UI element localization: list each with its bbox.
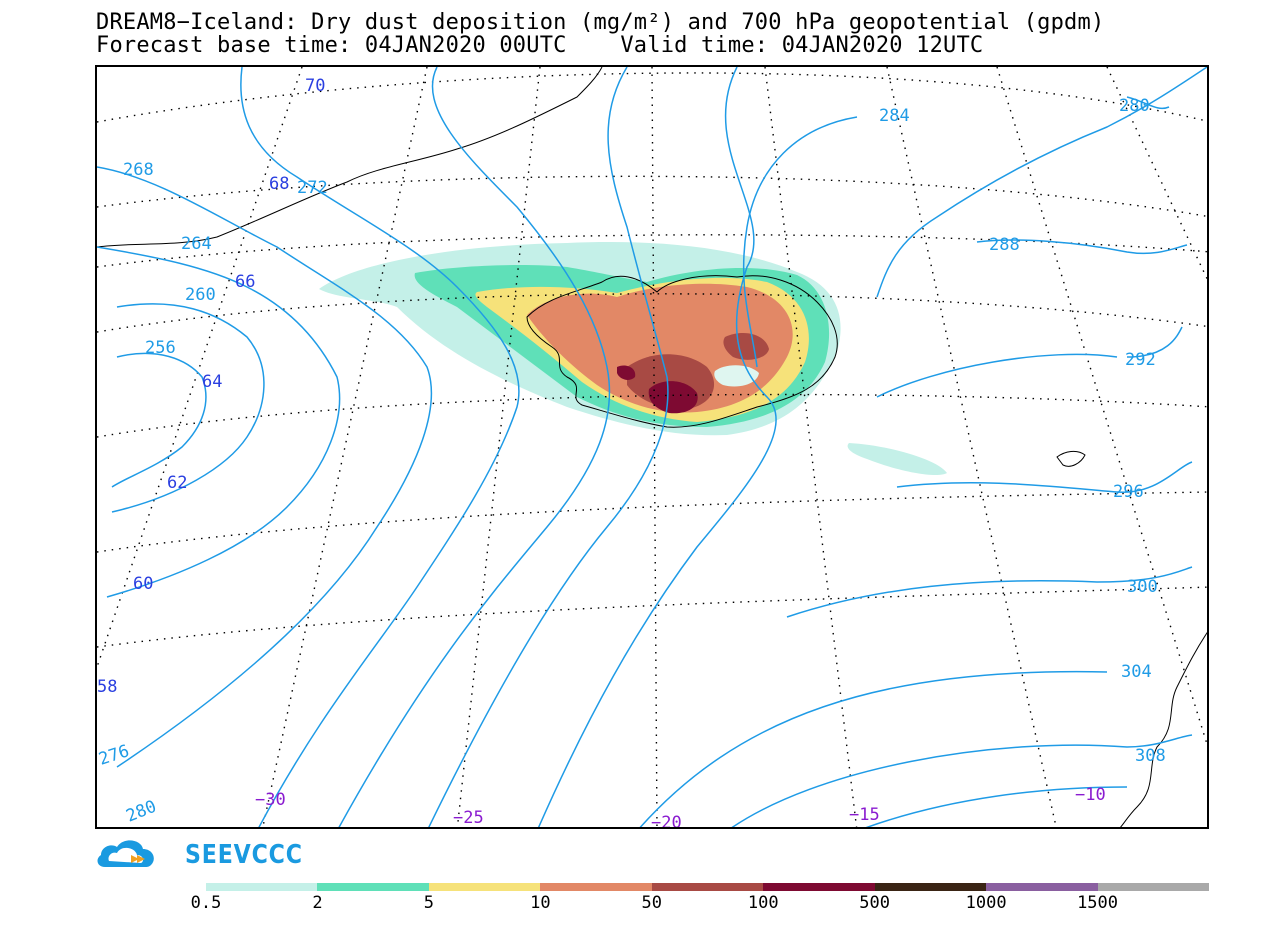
- lon-label: −20: [651, 813, 682, 829]
- contour-label: 256: [145, 338, 176, 358]
- seevccc-logo: [97, 840, 154, 867]
- coastlines: [97, 67, 1207, 827]
- dust-region-100: [648, 381, 698, 414]
- contour-label: 296: [1113, 482, 1144, 502]
- colorbar-swatch: [1097, 883, 1209, 891]
- colorbar: [206, 883, 1209, 891]
- colorbar-label: 1000: [965, 893, 1007, 913]
- lat-label: 68: [269, 174, 289, 194]
- lon-label: −10: [1075, 785, 1106, 805]
- norway-coast: [1120, 632, 1207, 827]
- map-title: DREAM8−Iceland: Dry dust deposition (mg/…: [96, 10, 1105, 35]
- contour-label: 288: [989, 235, 1020, 255]
- dust-deposition-shading: [319, 242, 947, 476]
- colorbar-swatch: [206, 883, 318, 891]
- contour-labels: 268 272 264 260 256 284 280 288 292 296 …: [97, 96, 1166, 827]
- lat-label: 70: [305, 76, 325, 96]
- contour-label: 264: [181, 234, 212, 254]
- contour-label: 304: [1121, 662, 1152, 682]
- dust-region-100b: [617, 365, 636, 380]
- colorbar-label: 100: [747, 893, 779, 913]
- dust-region-0.5-east: [847, 443, 947, 476]
- lat-label: 58: [97, 677, 117, 697]
- contour-label: 260: [185, 285, 216, 305]
- colorbar-swatch: [763, 883, 875, 891]
- forecast-map: 268 272 264 260 256 284 280 288 292 296 …: [95, 65, 1209, 829]
- contour-label: 308: [1135, 746, 1166, 766]
- logo-text: SEEVCCC: [185, 840, 303, 870]
- latitude-labels: 70 68 66 64 62 60 58: [97, 76, 325, 697]
- lat-label: 66: [235, 272, 255, 292]
- contour-label: 292: [1125, 350, 1156, 370]
- contour-label: 284: [879, 106, 910, 126]
- contour-label: 280: [1119, 96, 1150, 116]
- colorbar-label: 500: [859, 893, 891, 913]
- colorbar-label: 0.5: [190, 893, 222, 913]
- lon-label: −15: [849, 805, 880, 825]
- geopotential-contours: [97, 67, 1207, 827]
- forecast-times: Forecast base time: 04JAN2020 00UTC Vali…: [96, 33, 984, 58]
- colorbar-swatch: [986, 883, 1098, 891]
- graticule: [97, 67, 1207, 827]
- colorbar-label: 10: [530, 893, 551, 913]
- lon-label: −30: [255, 790, 286, 810]
- lat-label: 64: [202, 372, 222, 392]
- colorbar-label: 50: [641, 893, 663, 913]
- contour-label: 280: [123, 797, 159, 827]
- longitude-labels: −30 −25 −20 −15 −10: [255, 785, 1106, 829]
- contour-label: 276: [97, 741, 132, 770]
- lat-label: 62: [167, 473, 187, 493]
- colorbar-swatch: [428, 883, 541, 891]
- iceland-coast: [526, 275, 838, 428]
- contour-label: 272: [297, 178, 328, 198]
- lon-label: −25: [453, 808, 484, 828]
- colorbar-swatch: [540, 883, 652, 891]
- dust-region-50b: [723, 333, 769, 360]
- colorbar-swatch: [651, 883, 764, 891]
- colorbar-label: 5: [423, 893, 434, 913]
- lat-label: 60: [133, 574, 153, 594]
- colorbar-label: 1500: [1077, 893, 1119, 913]
- faroe-coast: [1056, 450, 1086, 467]
- greenland-coast: [97, 67, 603, 248]
- contour-label: 268: [123, 160, 154, 180]
- colorbar-swatch: [874, 883, 987, 891]
- colorbar-label: 2: [312, 893, 323, 913]
- contour-label: 300: [1127, 577, 1158, 597]
- colorbar-swatch: [317, 883, 429, 891]
